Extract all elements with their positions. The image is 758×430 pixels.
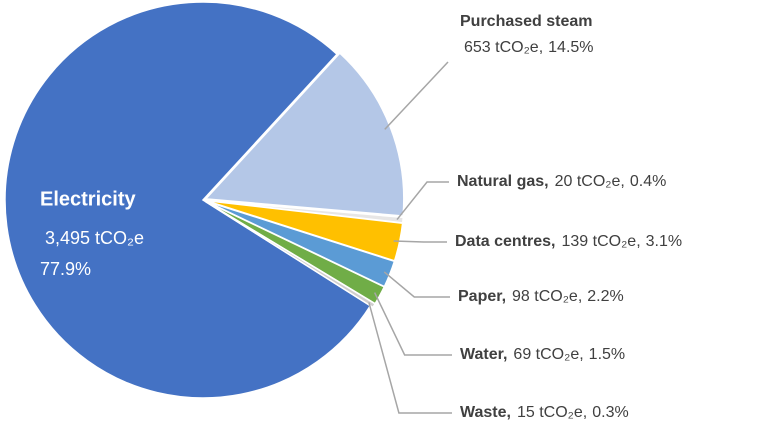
slice-text: Paper, 98 tCO₂e, 2.2% [458,288,624,305]
slice-label: Paper, [458,288,506,305]
percent-label: 77.9% [40,259,91,279]
percent-label: 0.4% [630,173,666,190]
pie-slice [204,52,405,217]
value-label: 15 tCO₂e, [517,404,587,421]
value-label: 98 tCO₂e, [512,288,582,305]
percent-label: 2.2% [587,288,623,305]
percent-label: 14.5% [548,39,593,56]
slice-text: Natural gas, 20 tCO₂e, 0.4% [457,173,666,190]
percent-label: 1.5% [589,346,625,363]
slice-label: Data centres, [455,233,556,250]
leader-line [393,240,447,243]
slice-label: Water, [460,346,507,363]
pie-slice [205,200,377,309]
slice-text: Data centres, 139 tCO₂e, 3.1% [455,233,682,250]
value-label: 653 tCO₂e, [464,39,543,56]
slice-label: Electricity [40,188,136,210]
value-text: 653 tCO₂e, 14.5% [464,39,594,56]
slice-text: Water, 69 tCO₂e, 1.5% [460,346,625,363]
leader-line [383,271,450,298]
slice-label: Natural gas, [457,173,549,190]
leader-line [384,61,449,130]
value-label: 3,495 tCO₂e [45,228,144,248]
percent-label: 0.3% [592,404,628,421]
percent-label: 3.1% [646,233,682,250]
slice-text: Waste, 15 tCO₂e, 0.3% [460,404,629,421]
value-label: 20 tCO₂e, [555,173,625,190]
value-label: 139 tCO₂e, [562,233,641,250]
slice-label: Purchased steam [460,13,593,30]
leader-line [368,302,452,414]
value-label: 69 tCO₂e, [513,346,583,363]
pie-slice [4,1,372,399]
leader-line [396,181,449,221]
leader-line [373,292,452,356]
slice-label: Waste, [460,404,511,421]
